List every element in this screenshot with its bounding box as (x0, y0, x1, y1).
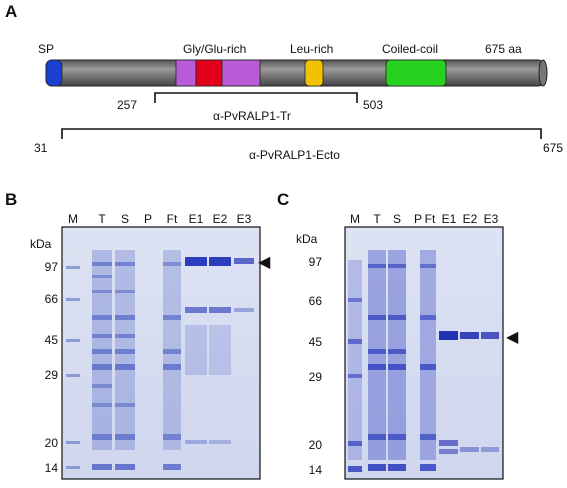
gel-b-lane-s: S (120, 212, 129, 226)
gel-b (61, 226, 261, 480)
leu-rich-label: Leu-rich (290, 42, 334, 56)
gel-b-arrow-icon: ◀ (258, 254, 271, 271)
gel-c-lane-e3: E3 (483, 212, 499, 226)
gly-domain-left (175, 59, 197, 87)
coiled-coil-label: Coiled-coil (382, 42, 439, 56)
panel-a-label: A (5, 2, 18, 21)
gel-b-lane-ft: Ft (166, 212, 178, 226)
gel-c-lane-e2: E2 (462, 212, 478, 226)
gel-b-marker-20: 20 (44, 436, 58, 450)
gel-c-marker-97: 97 (308, 255, 322, 269)
coiled-coil-domain (385, 59, 447, 87)
gel-b-lane-m: M (68, 212, 78, 226)
sp-domain (45, 59, 63, 87)
gel-b-marker-29: 29 (44, 368, 58, 382)
gel-c-marker-45: 45 (308, 335, 322, 349)
gly-domain-right (221, 59, 261, 87)
gel-c-lane-e1: E1 (441, 212, 457, 226)
gel-c (344, 226, 504, 480)
gel-b-lane-e2: E2 (212, 212, 228, 226)
gel-c-marker-29: 29 (308, 370, 322, 384)
sp-label: SP (38, 42, 55, 56)
gel-b-marker-14: 14 (44, 461, 58, 475)
gel-c-marker-14: 14 (308, 463, 322, 477)
ecto-start-label: 31 (34, 141, 48, 155)
gel-b-lane-e3: E3 (236, 212, 252, 226)
gly-glu-label: Gly/Glu-rich (183, 42, 247, 56)
gel-c-marker-20: 20 (308, 438, 322, 452)
gel-c-marker-66: 66 (308, 294, 322, 308)
panel-b-label: B (5, 190, 18, 209)
gel-c-lane-p: P (413, 212, 422, 226)
length-label: 675 aa (485, 42, 522, 56)
gel-c-arrow-icon: ◀ (506, 329, 519, 346)
gel-b-lane-e1: E1 (188, 212, 204, 226)
gel-b-marker-45: 45 (44, 333, 58, 347)
glu-domain-red (195, 59, 223, 87)
tr-start-label: 257 (117, 98, 138, 112)
gel-c-lane-m: M (350, 212, 360, 226)
tr-name-label: α-PvRALP1-Tr (213, 109, 291, 123)
protein-schematic (45, 59, 548, 87)
gel-b-kda-label: kDa (30, 237, 52, 251)
gel-b-lane-p: P (143, 212, 152, 226)
gel-c-lane-t: T (373, 212, 381, 226)
gel-b-lane-t: T (98, 212, 106, 226)
leu-domain (304, 59, 324, 87)
tr-end-label: 503 (363, 98, 384, 112)
gel-c-kda-label: kDa (296, 232, 318, 246)
ecto-end-label: 675 (543, 141, 564, 155)
panel-c-label: C (277, 190, 290, 209)
gel-b-marker-66: 66 (44, 292, 58, 306)
tr-bracket (154, 92, 358, 103)
ecto-name-label: α-PvRALP1-Ecto (249, 148, 340, 162)
gel-c-lane-ft: Ft (424, 212, 436, 226)
ecto-bracket (61, 128, 542, 139)
gel-c-lane-s: S (392, 212, 401, 226)
protein-body (45, 59, 545, 87)
gel-b-marker-97: 97 (44, 260, 58, 274)
